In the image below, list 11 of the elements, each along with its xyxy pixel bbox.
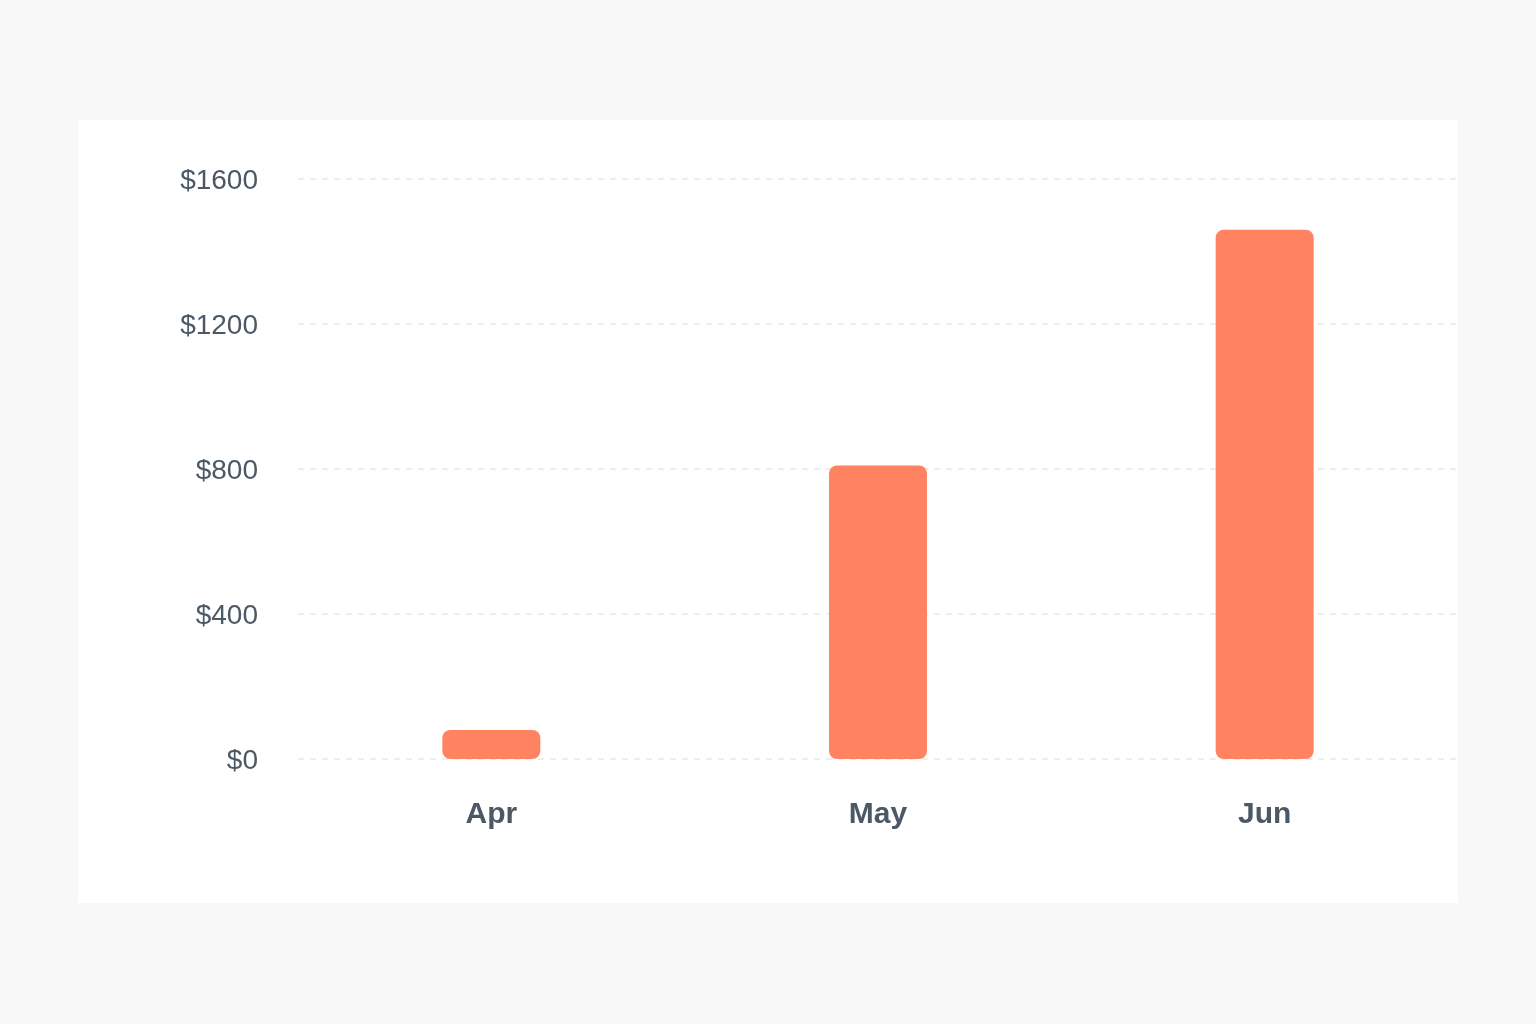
x-tick-label: Jun (1237, 795, 1292, 829)
x-tick-label: May (848, 795, 908, 829)
y-tick-label: $800 (195, 453, 258, 485)
bar (1215, 229, 1314, 759)
y-tick-label: $0 (226, 743, 258, 775)
y-tick-label: $1200 (180, 308, 258, 340)
y-tick-label: $1600 (180, 163, 258, 195)
bar (442, 730, 541, 759)
x-tick-label: Apr (465, 795, 518, 829)
bar (829, 465, 927, 759)
y-tick-label: $400 (195, 598, 258, 630)
